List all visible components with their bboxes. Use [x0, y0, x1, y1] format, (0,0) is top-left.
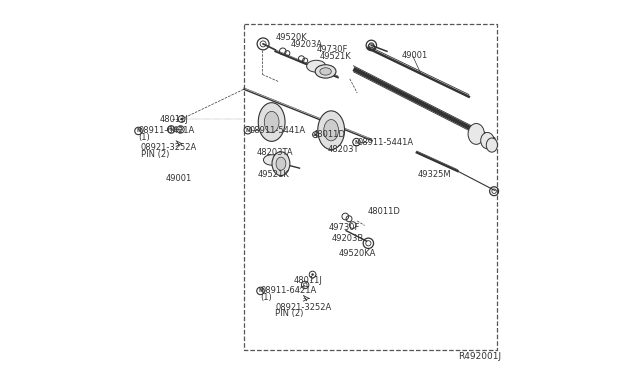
Text: 49520K: 49520K: [275, 33, 307, 42]
Text: 48203TA: 48203TA: [257, 148, 293, 157]
Text: N: N: [246, 128, 250, 133]
Text: N: N: [355, 140, 358, 145]
Text: 49203B: 49203B: [331, 234, 364, 243]
Text: 49730F: 49730F: [316, 45, 348, 54]
Ellipse shape: [315, 65, 336, 78]
Text: 48011J: 48011J: [294, 276, 323, 285]
Text: 48011D: 48011D: [367, 207, 401, 216]
Text: (1): (1): [138, 133, 150, 142]
Text: 49001: 49001: [402, 51, 428, 60]
Text: N: N: [169, 127, 173, 132]
Text: 08921-3252A: 08921-3252A: [275, 303, 332, 312]
Text: N: N: [136, 128, 141, 134]
Ellipse shape: [264, 111, 279, 133]
Circle shape: [311, 273, 314, 276]
Ellipse shape: [486, 138, 497, 152]
Ellipse shape: [259, 103, 285, 141]
Ellipse shape: [272, 152, 290, 176]
Circle shape: [180, 118, 183, 120]
Text: 49001: 49001: [166, 174, 192, 183]
Text: 48011D: 48011D: [312, 130, 346, 139]
Ellipse shape: [307, 60, 326, 72]
Text: 49730F: 49730F: [328, 223, 360, 232]
Text: 48011J: 48011J: [159, 115, 188, 124]
Text: PIN (2): PIN (2): [275, 310, 304, 318]
Ellipse shape: [481, 132, 494, 149]
Text: N: N: [259, 288, 262, 294]
Text: 08911-5441A: 08911-5441A: [357, 138, 413, 147]
Text: 49203A: 49203A: [291, 40, 323, 49]
Ellipse shape: [320, 68, 332, 75]
Text: PIN (2): PIN (2): [141, 150, 169, 158]
Ellipse shape: [468, 124, 484, 144]
Ellipse shape: [324, 119, 339, 141]
Text: 49520KA: 49520KA: [339, 249, 376, 258]
Text: 08911-5441A: 08911-5441A: [250, 126, 305, 135]
Ellipse shape: [276, 157, 286, 170]
Text: 49325M: 49325M: [417, 170, 451, 179]
Text: 08911-6421A: 08911-6421A: [138, 126, 195, 135]
Text: 48203T: 48203T: [328, 145, 359, 154]
Ellipse shape: [318, 111, 344, 150]
Ellipse shape: [264, 155, 280, 165]
Circle shape: [314, 134, 317, 136]
Text: 08911-6421A: 08911-6421A: [260, 286, 317, 295]
Text: 49521K: 49521K: [319, 52, 351, 61]
Text: 49521K: 49521K: [257, 170, 289, 179]
Text: R492001J: R492001J: [458, 352, 502, 361]
Text: 08921-3252A: 08921-3252A: [141, 143, 197, 152]
Text: (1): (1): [260, 293, 272, 302]
